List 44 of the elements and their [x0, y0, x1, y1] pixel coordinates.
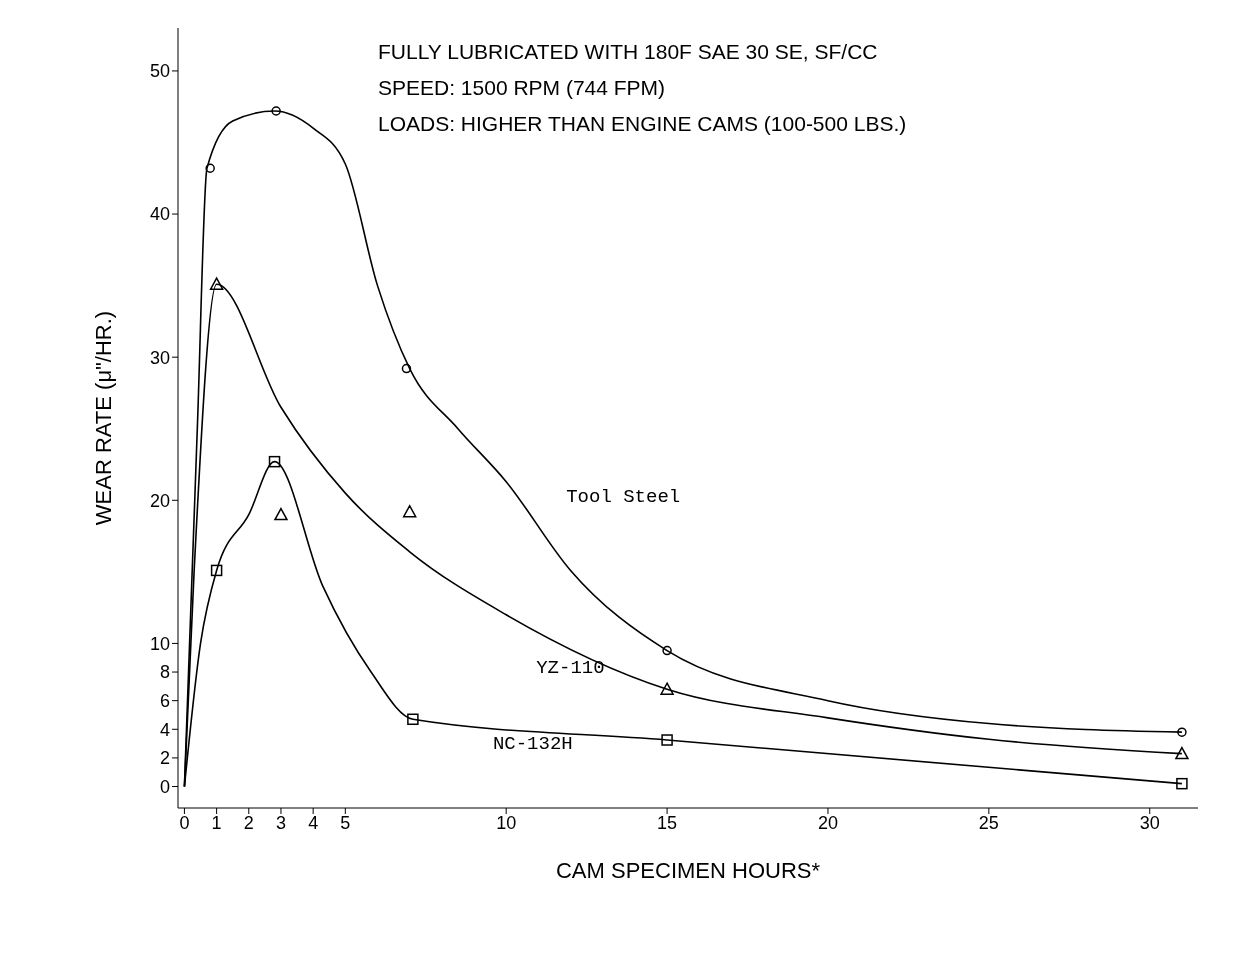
point: [1175, 746, 1189, 760]
y-tick-label: 30: [149, 347, 170, 368]
y-tick-label: 50: [149, 61, 170, 82]
x-tick-label: 2: [243, 812, 254, 833]
point: [1177, 727, 1187, 737]
y-tick-label: 10: [149, 633, 170, 654]
point: [662, 645, 672, 656]
point: [209, 277, 224, 290]
point: [402, 504, 417, 518]
y-tick-label: 2: [159, 748, 170, 769]
y-axis-title: WEAR RATE (μ"/HR.): [90, 310, 116, 526]
series-label: YZ-110: [536, 656, 605, 679]
y-tick-label: 40: [149, 204, 170, 225]
point: [210, 564, 223, 577]
y-tick-label: 6: [159, 691, 170, 712]
x-tick-label: 1: [211, 812, 222, 833]
x-tick-label: 30: [1139, 812, 1160, 833]
point: [1176, 777, 1188, 790]
x-tick-label: 5: [340, 812, 351, 833]
x-tick-label: 25: [978, 812, 999, 833]
series-label: Tool Steel: [566, 485, 681, 508]
series-label: NC-132H: [492, 733, 573, 756]
x-axis-title: CAM SPECIMEN HOURS*: [555, 858, 821, 883]
y-tick-label: 20: [149, 490, 170, 511]
point: [268, 455, 281, 468]
y-tick-label: 8: [159, 662, 170, 683]
point: [205, 163, 215, 174]
point: [660, 682, 674, 695]
point: [271, 106, 281, 116]
y-tick-label: 0: [159, 776, 170, 797]
annotation: LOADS: HIGHER THAN ENGINE CAMS (100-500 LBS.): [378, 111, 908, 137]
annotation: SPEED: 1500 RPM (744 FPM): [378, 75, 667, 101]
point: [274, 507, 288, 521]
point: [401, 363, 412, 374]
x-tick-label: 3: [275, 812, 286, 833]
point: [661, 734, 673, 746]
x-tick-label: 15: [657, 812, 678, 833]
y-tick-label: 4: [159, 719, 170, 740]
x-tick-label: 10: [496, 812, 517, 833]
point: [407, 713, 419, 726]
x-tick-label: 0: [179, 812, 190, 833]
x-tick-label: 4: [308, 812, 319, 833]
text: FULLY LUBRICATED WITH 180F SAE 30 SE, SF/CC: [378, 39, 879, 65]
x-tick-label: 20: [817, 812, 838, 833]
